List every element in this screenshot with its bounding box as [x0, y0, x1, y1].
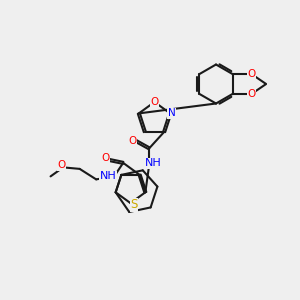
Text: O: O — [248, 69, 256, 79]
Text: N: N — [168, 108, 176, 118]
Text: O: O — [129, 136, 137, 146]
Text: O: O — [150, 97, 159, 107]
Text: S: S — [130, 198, 138, 211]
Text: NH: NH — [100, 171, 116, 182]
Text: O: O — [248, 89, 256, 99]
Text: O: O — [58, 160, 66, 170]
Text: O: O — [101, 153, 109, 164]
Text: NH: NH — [145, 158, 162, 168]
